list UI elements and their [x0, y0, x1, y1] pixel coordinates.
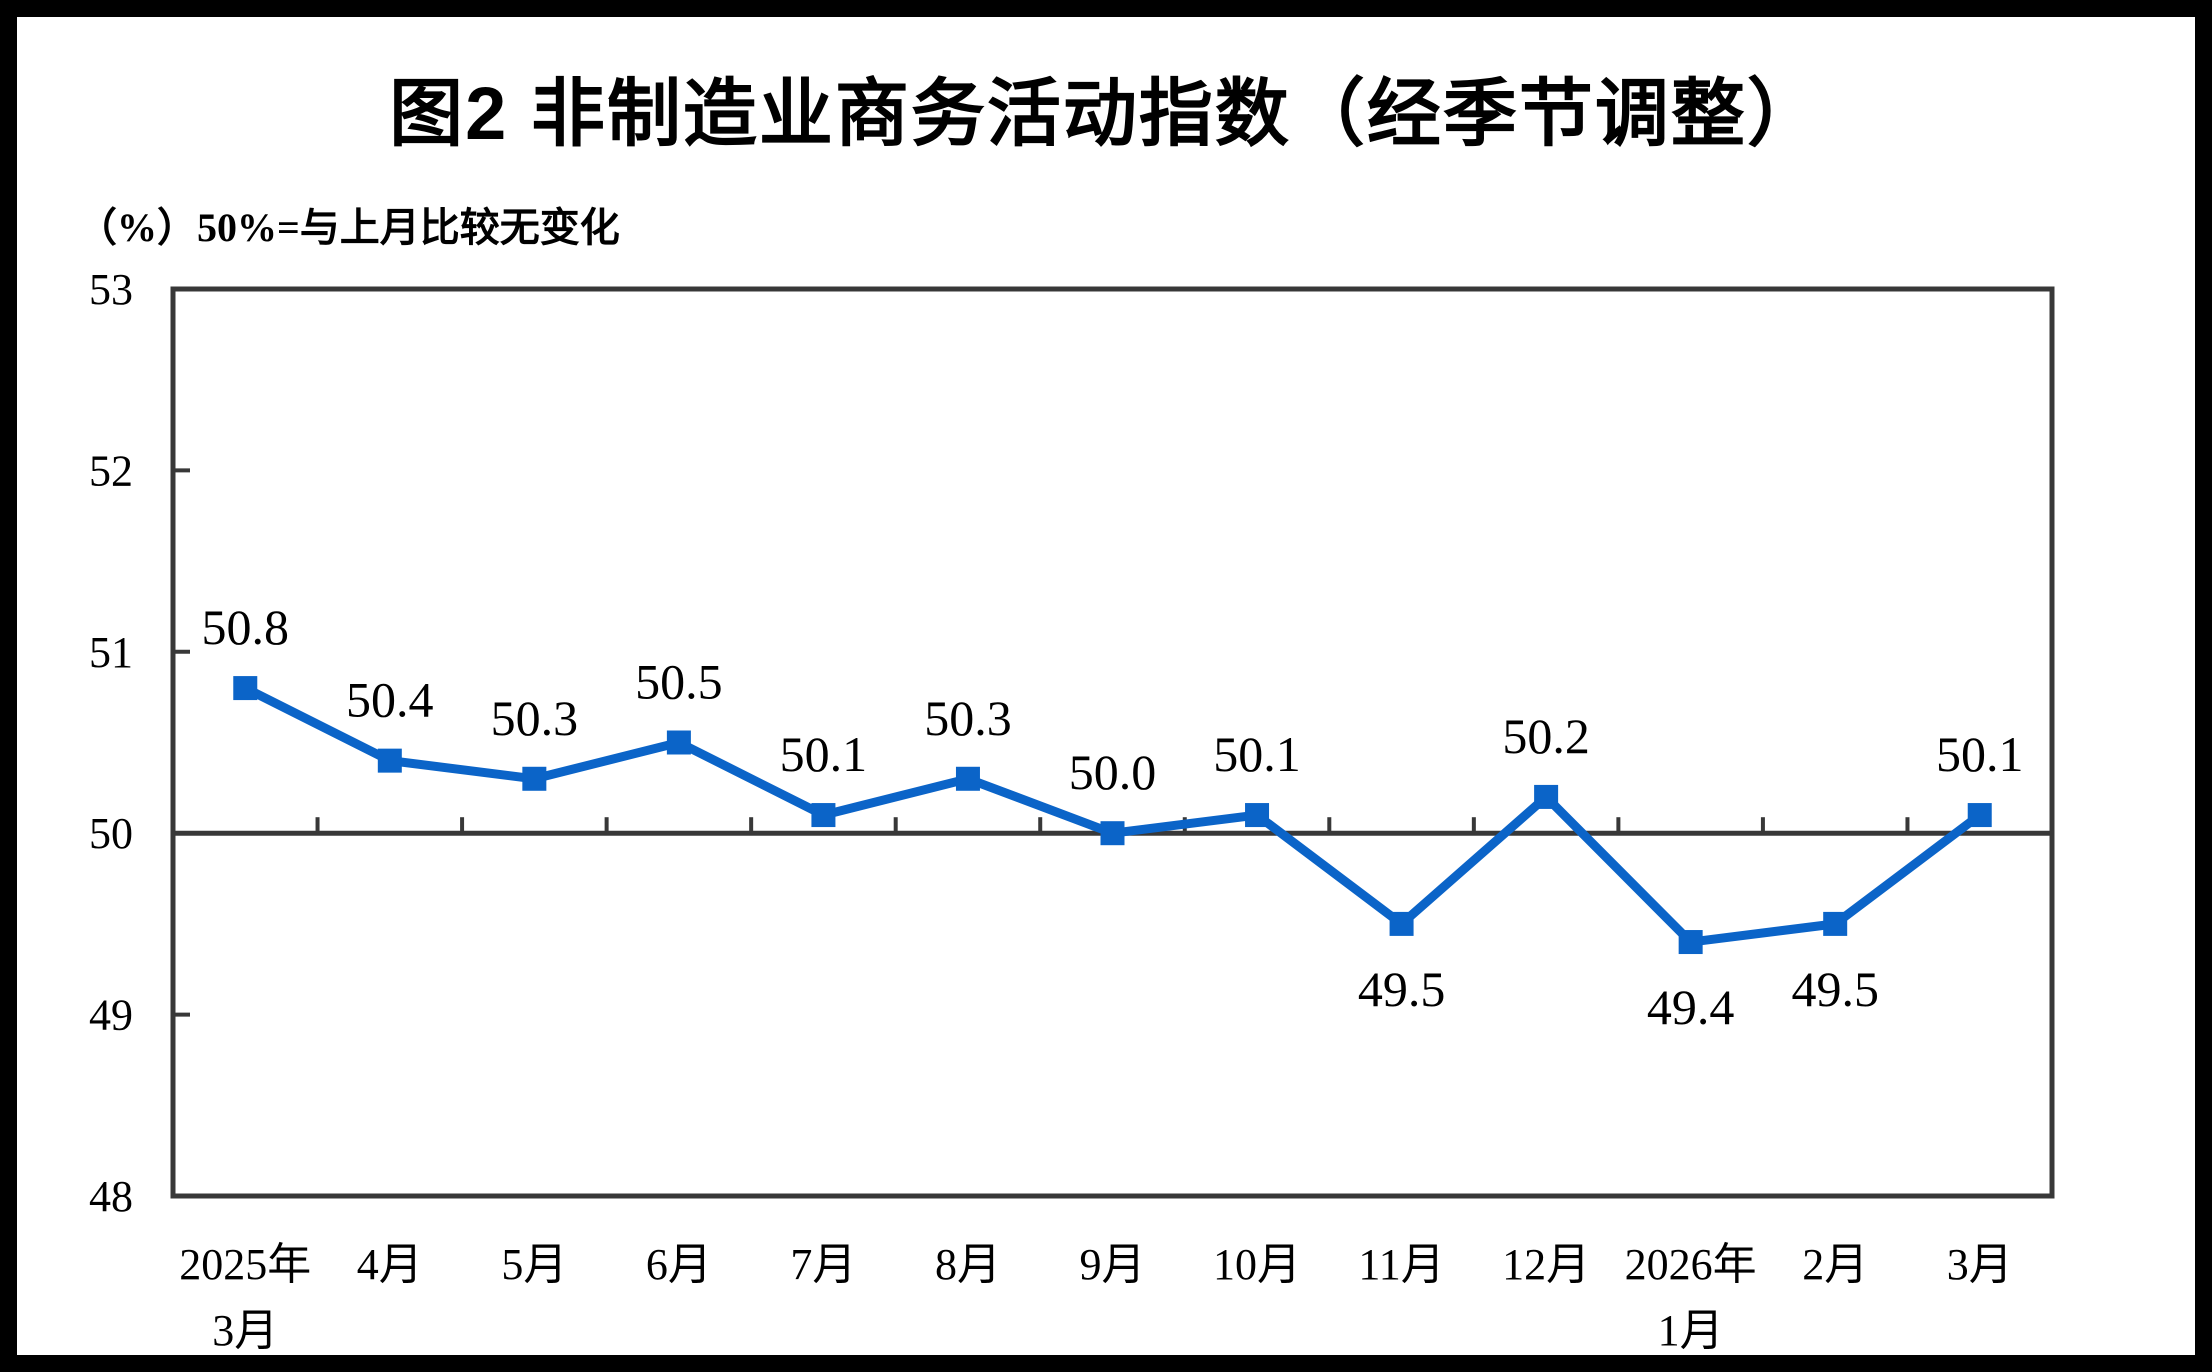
line-chart: 48 49 50 51 52 53 50.8 50.4 50.3 50.5 50.1 50.3 50.0…: [89, 265, 2055, 1355]
chart-title: 图2 非制造业商务活动指数（经季节调整）: [389, 72, 1823, 155]
data-point-label: 50.4: [346, 672, 434, 728]
x-axis-category-label: 3月: [212, 1306, 278, 1355]
data-point-label: 50.5: [635, 654, 723, 710]
x-axis-category-label: 1月: [1658, 1306, 1724, 1355]
data-point-marker: [377, 748, 402, 773]
x-axis-category-label: 8月: [935, 1240, 1001, 1289]
data-point-marker: [666, 730, 691, 755]
x-axis-category-label: 10月: [1213, 1240, 1301, 1289]
x-axis-category-label: 5月: [501, 1240, 567, 1289]
y-axis-tick-label: 50: [89, 809, 133, 858]
x-axis-category-label: 6月: [646, 1240, 712, 1289]
y-axis-tick-label: 52: [89, 446, 133, 495]
data-point-marker: [1100, 821, 1125, 846]
data-point-marker: [522, 766, 547, 791]
data-point-label: 49.5: [1358, 961, 1446, 1017]
data-point-label: 50.0: [1069, 744, 1157, 800]
x-axis-category-label: 2026年: [1625, 1240, 1757, 1289]
plot-area-border: [170, 286, 2055, 1199]
data-point-marker: [1389, 911, 1414, 936]
x-axis-category-label: 9月: [1080, 1240, 1146, 1289]
axis-unit-note: （%）50%=与上月比较无变化: [77, 205, 620, 250]
data-point-label: 50.8: [202, 599, 290, 655]
data-point-label: 50.3: [491, 690, 579, 746]
y-axis-tick-label: 49: [89, 991, 133, 1040]
data-point-label: 50.2: [1502, 708, 1590, 764]
data-point-marker: [1678, 930, 1703, 955]
x-axis-category-label: 2月: [1802, 1240, 1868, 1289]
y-axis-tick-label: 53: [89, 265, 133, 314]
data-point-label: 50.1: [1936, 726, 2024, 782]
x-axis-category-label: 4月: [357, 1240, 423, 1289]
data-point-marker: [955, 766, 980, 791]
x-axis-category-label: 12月: [1502, 1240, 1590, 1289]
x-axis-category-label: 11月: [1358, 1240, 1444, 1289]
data-point-label: 49.5: [1791, 961, 1879, 1017]
x-axis-category-label: 2025年: [179, 1240, 311, 1289]
data-point-label: 50.1: [780, 726, 868, 782]
x-axis-category-label: 7月: [790, 1240, 856, 1289]
data-point-marker: [1534, 784, 1559, 809]
chart-page: 图2 非制造业商务活动指数（经季节调整） （%）50%=与上月比较无变化 48 4…: [17, 17, 2195, 1355]
data-point-marker: [1967, 803, 1992, 828]
data-point-marker: [233, 676, 258, 701]
data-point-marker: [1245, 803, 1270, 828]
data-point-label: 50.3: [924, 690, 1012, 746]
data-point-label: 49.4: [1647, 979, 1735, 1035]
data-point-marker: [811, 803, 836, 828]
data-point-marker: [1823, 911, 1848, 936]
data-point-label: 50.1: [1213, 726, 1301, 782]
y-axis-tick-label: 48: [89, 1172, 133, 1221]
y-axis-tick-label: 51: [89, 628, 133, 677]
x-axis-category-label: 3月: [1947, 1240, 2013, 1289]
